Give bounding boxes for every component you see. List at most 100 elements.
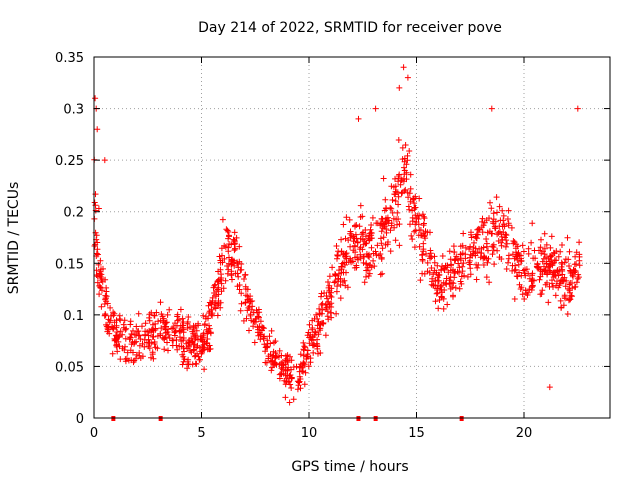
data-point (319, 300, 326, 307)
data-point (521, 296, 528, 302)
data-point (488, 105, 495, 112)
data-point (302, 369, 309, 376)
data-point (204, 346, 211, 353)
data-point (121, 347, 128, 353)
data-point (237, 307, 244, 314)
data-point (450, 266, 456, 273)
data-point (326, 273, 333, 280)
data-point (550, 269, 557, 276)
data-point (394, 221, 400, 228)
data-point (420, 240, 427, 247)
data-point (302, 344, 308, 351)
data-point (190, 347, 197, 354)
grid-lines (94, 57, 610, 418)
data-point (462, 244, 469, 251)
data-point (133, 323, 140, 330)
data-point (490, 210, 497, 217)
data-point (200, 344, 207, 351)
data-point (564, 311, 571, 317)
data-point (417, 232, 424, 239)
data-point (505, 207, 512, 214)
data-point (471, 250, 477, 257)
data-point (569, 280, 575, 286)
data-point (234, 270, 241, 277)
data-point (242, 299, 249, 306)
data-point (419, 252, 425, 259)
data-point (173, 342, 180, 349)
data-point (333, 288, 340, 295)
data-point (290, 396, 297, 403)
data-point (553, 248, 560, 255)
data-point (389, 197, 396, 203)
data-point (285, 364, 292, 371)
data-point (383, 215, 389, 222)
data-point (153, 309, 160, 316)
x-tick-label: 10 (301, 426, 318, 441)
data-point (105, 316, 112, 323)
data-point (135, 328, 142, 335)
data-point (420, 248, 427, 255)
data-point (397, 181, 404, 188)
data-point (108, 313, 115, 319)
data-point (212, 305, 219, 312)
data-point (202, 313, 209, 320)
data-point (249, 303, 256, 310)
data-point (498, 256, 505, 262)
data-point (498, 239, 505, 246)
data-point (177, 306, 184, 313)
data-point (525, 289, 531, 296)
data-point (164, 339, 170, 346)
data-point (450, 243, 457, 250)
data-point (236, 282, 243, 288)
data-point (366, 251, 372, 258)
data-point (256, 329, 263, 336)
data-point (238, 300, 245, 307)
data-point (505, 259, 511, 266)
data-point (94, 246, 101, 253)
data-point (368, 244, 375, 251)
data-point (119, 331, 126, 338)
y-tick-label: 0.35 (55, 51, 84, 66)
data-point (104, 323, 111, 330)
data-point (357, 202, 364, 209)
data-point (94, 279, 101, 286)
data-point (486, 228, 493, 235)
data-point (334, 253, 341, 259)
data-point (468, 234, 475, 241)
data-point (101, 157, 108, 164)
data-point (454, 268, 461, 275)
data-point (449, 284, 456, 291)
data-point (231, 229, 238, 236)
data-point (161, 335, 168, 342)
data-point (104, 328, 111, 335)
data-point (368, 229, 375, 236)
data-point (375, 252, 382, 259)
data-point (180, 345, 187, 351)
data-point (93, 250, 100, 257)
data-point (405, 194, 412, 201)
data-point (150, 333, 157, 340)
data-point (310, 349, 317, 356)
data-point (379, 270, 386, 277)
data-point (228, 268, 235, 275)
data-point (394, 209, 401, 216)
data-point (94, 251, 101, 258)
data-point (175, 316, 182, 323)
data-point (452, 284, 459, 291)
data-point (450, 293, 456, 300)
data-point (361, 279, 368, 286)
data-point (503, 266, 510, 272)
data-point (318, 301, 325, 308)
data-point (261, 341, 268, 348)
data-point (115, 338, 122, 345)
data-point (539, 258, 546, 265)
data-point (382, 196, 389, 203)
data-point (221, 255, 228, 262)
data-point (242, 272, 249, 279)
data-point (343, 214, 350, 221)
data-point (395, 175, 402, 182)
x-axis-label: GPS time / hours (291, 459, 408, 475)
data-point (387, 248, 394, 255)
data-point (388, 183, 395, 190)
data-point (158, 325, 165, 332)
